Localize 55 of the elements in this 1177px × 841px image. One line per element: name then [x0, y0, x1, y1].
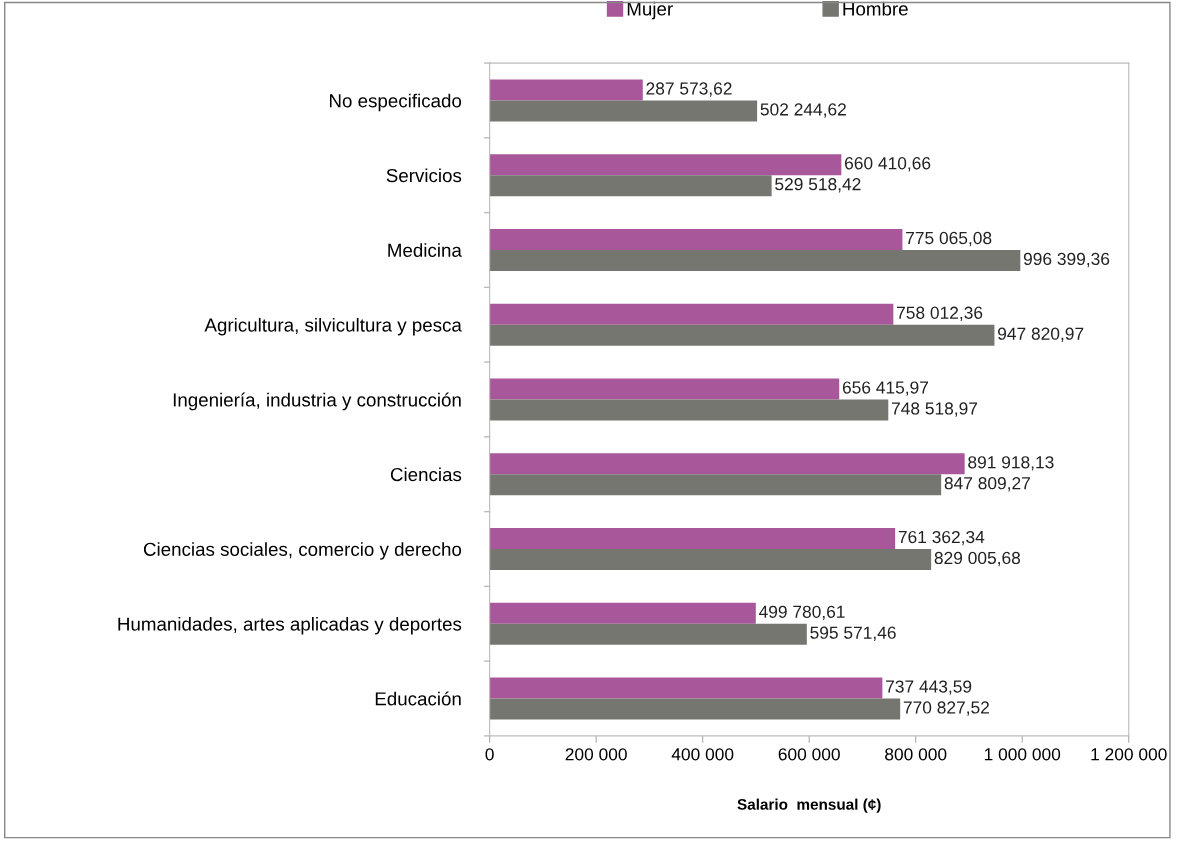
x-tick-label: 600 000	[778, 748, 840, 761]
bar	[489, 303, 894, 325]
x-tick-label: 0	[485, 748, 494, 761]
x-tick-label: 200 000	[565, 748, 627, 761]
bar	[489, 623, 807, 645]
y-tick-label: No especificado	[329, 93, 462, 112]
data-label: 891 918,13	[968, 456, 1054, 471]
data-label: 660 410,66	[845, 157, 931, 172]
y-tick-label: Ingeniería, industria y construcción	[173, 392, 461, 411]
data-label: 947 820,97	[998, 327, 1084, 342]
data-label: 287 573,62	[646, 82, 732, 97]
bar	[489, 698, 901, 720]
bar	[489, 249, 1021, 271]
bar	[489, 229, 903, 250]
bar	[489, 474, 942, 496]
x-tick-label: 1 000 000	[984, 748, 1061, 761]
x-tick-label: 1 200 000	[1091, 748, 1167, 761]
y-tick-label: Agricultura, silvicultura y pesca	[204, 317, 462, 336]
data-label: 758 012,36	[897, 306, 983, 321]
bar	[489, 453, 965, 475]
y-tick-label: Servicios	[386, 168, 462, 183]
data-label: 761 362,34	[898, 530, 985, 546]
data-label: 748 518,97	[891, 402, 978, 417]
x-tick-label: 800 000	[885, 748, 947, 761]
data-label: 847 809,27	[944, 477, 1030, 492]
y-tick-label: Humanidades, artes aplicadas y deportes	[118, 616, 462, 635]
y-tick-label: Ciencias	[390, 467, 462, 482]
data-label: 737 443,59	[886, 680, 972, 695]
bar	[489, 548, 932, 570]
data-label: 829 005,68	[934, 551, 1021, 567]
bar	[489, 100, 758, 122]
y-tick-label: Ciencias sociales, comercio y derecho	[143, 542, 462, 560]
bar	[489, 324, 995, 346]
data-label: 775 065,08	[906, 231, 992, 247]
x-axis-title: Salario mensual (¢)	[737, 798, 881, 813]
bar	[489, 79, 643, 101]
legend-label: Hombre	[843, 1, 908, 16]
bar	[489, 154, 842, 176]
data-label: 656 415,97	[842, 381, 929, 396]
bar	[489, 528, 896, 549]
bar	[489, 399, 889, 421]
data-label: 595 571,46	[810, 626, 896, 641]
data-label: 499 780,61	[758, 605, 845, 620]
bar	[489, 378, 840, 400]
data-label: 502 244,62	[760, 103, 846, 118]
bar	[489, 175, 772, 197]
y-tick-label: Medicina	[388, 243, 462, 257]
x-tick-label: 400 000	[671, 748, 734, 761]
data-label: 996 399,36	[1023, 252, 1110, 268]
data-label: 529 518,42	[775, 178, 861, 193]
y-tick-label: Educación	[375, 691, 461, 706]
data-label: 770 827,52	[903, 701, 989, 716]
legend-label: Mujer	[627, 1, 673, 20]
bar	[489, 602, 756, 624]
bar	[489, 677, 883, 699]
